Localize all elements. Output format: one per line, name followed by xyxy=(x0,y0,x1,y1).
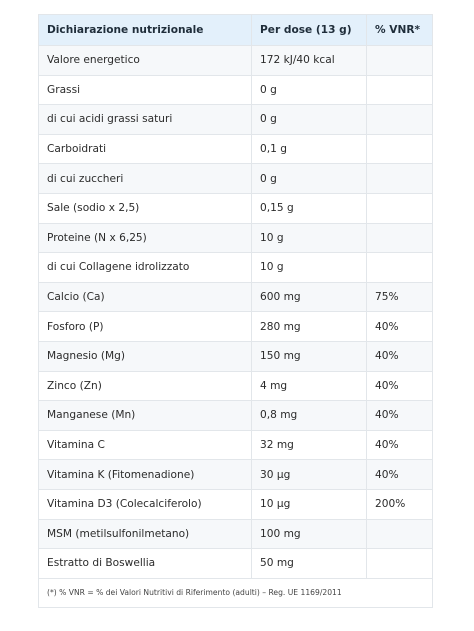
table-row: Proteine (N x 6,25) 10 g xyxy=(38,222,433,254)
table-header-row: Dichiarazione nutrizionale Per dose (13 … xyxy=(38,14,433,46)
nutrient-name: di cui acidi grassi saturi xyxy=(38,104,252,135)
table-row: Zinco (Zn) 4 mg 40% xyxy=(38,370,433,402)
dose-value: 0 g xyxy=(251,104,367,135)
table-row: Sale (sodio x 2,5) 0,15 g xyxy=(38,192,433,224)
nutrient-name: Fosforo (P) xyxy=(38,311,252,342)
table-row: Magnesio (Mg) 150 mg 40% xyxy=(38,340,433,372)
table-row: di cui acidi grassi saturi 0 g xyxy=(38,104,433,135)
dose-value: 50 mg xyxy=(251,548,367,579)
table-row: Estratto di Boswellia 50 mg xyxy=(38,548,433,579)
nutrient-name: Proteine (N x 6,25) xyxy=(38,222,252,254)
dose-value: 0 g xyxy=(251,163,367,194)
vnr-value xyxy=(366,74,433,106)
dose-value: 10 µg xyxy=(251,488,367,520)
table-row: di cui Collagene idrolizzato 10 g xyxy=(38,252,433,283)
footnote-row: (*) % VNR = % dei Valori Nutritivi di Ri… xyxy=(38,577,433,608)
dose-value: 10 g xyxy=(251,222,367,254)
dose-value: 30 µg xyxy=(251,459,367,490)
table-row: Carboidrati 0,1 g xyxy=(38,133,433,165)
vnr-value xyxy=(366,163,433,194)
dose-value: 0,1 g xyxy=(251,133,367,165)
vnr-value: 40% xyxy=(366,459,433,490)
table-row: Valore energetico 172 kJ/40 kcal xyxy=(38,45,433,76)
vnr-value xyxy=(366,222,433,254)
dose-value: 280 mg xyxy=(251,311,367,342)
vnr-value xyxy=(366,104,433,135)
nutrient-name: di cui Collagene idrolizzato xyxy=(38,252,252,283)
nutrient-name: Vitamina K (Fitomenadione) xyxy=(38,459,252,490)
dose-value: 600 mg xyxy=(251,281,367,313)
table-row: Vitamina C 32 mg 40% xyxy=(38,429,433,461)
vnr-value xyxy=(366,45,433,76)
nutrient-name: Grassi xyxy=(38,74,252,106)
vnr-value: 40% xyxy=(366,400,433,431)
table-row: Fosforo (P) 280 mg 40% xyxy=(38,311,433,342)
header-nutrition-declaration: Dichiarazione nutrizionale xyxy=(38,14,252,46)
nutrient-name: Magnesio (Mg) xyxy=(38,340,252,372)
nutrient-name: Sale (sodio x 2,5) xyxy=(38,192,252,224)
table-row: Vitamina D3 (Colecalciferolo) 10 µg 200% xyxy=(38,488,433,520)
dose-value: 0 g xyxy=(251,74,367,106)
footnote: (*) % VNR = % dei Valori Nutritivi di Ri… xyxy=(38,577,433,608)
nutrient-name: Manganese (Mn) xyxy=(38,400,252,431)
dose-value: 0,8 mg xyxy=(251,400,367,431)
dose-value: 10 g xyxy=(251,252,367,283)
vnr-value: 75% xyxy=(366,281,433,313)
table-row: di cui zuccheri 0 g xyxy=(38,163,433,194)
vnr-value: 40% xyxy=(366,340,433,372)
table-row: Calcio (Ca) 600 mg 75% xyxy=(38,281,433,313)
dose-value: 100 mg xyxy=(251,518,367,550)
table-row: Grassi 0 g xyxy=(38,74,433,106)
vnr-value xyxy=(366,192,433,224)
vnr-value xyxy=(366,252,433,283)
vnr-value: 40% xyxy=(366,370,433,402)
table-row: MSM (metilsulfonilmetano) 100 mg xyxy=(38,518,433,550)
vnr-value xyxy=(366,548,433,579)
table-row: Manganese (Mn) 0,8 mg 40% xyxy=(38,400,433,431)
dose-value: 4 mg xyxy=(251,370,367,402)
nutrient-name: Calcio (Ca) xyxy=(38,281,252,313)
dose-value: 32 mg xyxy=(251,429,367,461)
nutrient-name: Valore energetico xyxy=(38,45,252,76)
nutrient-name: Vitamina C xyxy=(38,429,252,461)
vnr-value xyxy=(366,133,433,165)
nutrition-table-container: Dichiarazione nutrizionale Per dose (13 … xyxy=(38,14,433,608)
vnr-value: 40% xyxy=(366,429,433,461)
vnr-value: 40% xyxy=(366,311,433,342)
vnr-value xyxy=(366,518,433,550)
vnr-value: 200% xyxy=(366,488,433,520)
nutrient-name: Estratto di Boswellia xyxy=(38,548,252,579)
nutrition-table: Dichiarazione nutrizionale Per dose (13 … xyxy=(38,14,433,608)
dose-value: 0,15 g xyxy=(251,192,367,224)
dose-value: 172 kJ/40 kcal xyxy=(251,45,367,76)
table-row: Vitamina K (Fitomenadione) 30 µg 40% xyxy=(38,459,433,490)
dose-value: 150 mg xyxy=(251,340,367,372)
header-per-dose: Per dose (13 g) xyxy=(251,14,367,46)
nutrient-name: di cui zuccheri xyxy=(38,163,252,194)
nutrient-name: MSM (metilsulfonilmetano) xyxy=(38,518,252,550)
nutrient-name: Carboidrati xyxy=(38,133,252,165)
nutrient-name: Vitamina D3 (Colecalciferolo) xyxy=(38,488,252,520)
nutrient-name: Zinco (Zn) xyxy=(38,370,252,402)
header-vnr: % VNR* xyxy=(366,14,433,46)
